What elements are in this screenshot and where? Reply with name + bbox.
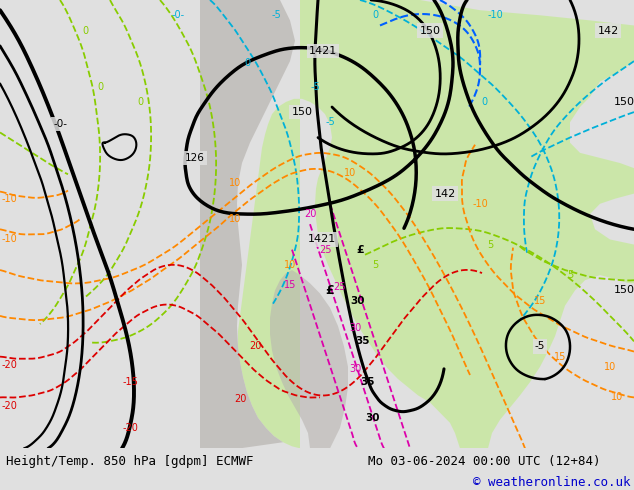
Text: -20: -20 xyxy=(122,423,138,433)
Text: 142: 142 xyxy=(597,25,619,36)
Text: 10: 10 xyxy=(611,392,623,402)
Text: 150-: 150- xyxy=(614,97,634,107)
Text: 30: 30 xyxy=(366,413,380,423)
Text: £: £ xyxy=(326,284,334,297)
Text: 150: 150 xyxy=(420,25,441,36)
Polygon shape xyxy=(270,270,348,448)
Text: 10: 10 xyxy=(229,214,241,224)
Text: -5: -5 xyxy=(310,82,320,92)
Polygon shape xyxy=(238,0,634,448)
Text: -10: -10 xyxy=(2,194,18,204)
Text: 35: 35 xyxy=(361,377,375,387)
Text: 15: 15 xyxy=(554,352,566,362)
Text: 0: 0 xyxy=(372,10,378,20)
Text: 30: 30 xyxy=(349,323,361,333)
Text: -5: -5 xyxy=(535,342,545,351)
Text: -20: -20 xyxy=(2,360,18,370)
Text: 5: 5 xyxy=(372,260,378,270)
Text: 25: 25 xyxy=(333,282,346,293)
Text: 20: 20 xyxy=(249,342,261,351)
Text: 10: 10 xyxy=(344,168,356,178)
Text: 126: 126 xyxy=(185,153,205,163)
Text: 35: 35 xyxy=(356,336,370,346)
Text: 5: 5 xyxy=(487,240,493,249)
Text: 30: 30 xyxy=(349,364,361,374)
Text: 0: 0 xyxy=(82,25,88,36)
Text: -10: -10 xyxy=(2,234,18,245)
Text: -5: -5 xyxy=(271,10,281,20)
Text: -0-: -0- xyxy=(171,10,184,20)
Text: 10: 10 xyxy=(604,362,616,372)
Text: 0: 0 xyxy=(244,58,250,68)
Text: 10: 10 xyxy=(229,178,241,189)
Text: 20: 20 xyxy=(234,394,246,404)
Text: 5: 5 xyxy=(567,270,573,280)
Text: 150-: 150- xyxy=(614,285,634,295)
Text: -15: -15 xyxy=(122,377,138,387)
Text: 0: 0 xyxy=(481,97,487,107)
Text: 142: 142 xyxy=(434,189,456,198)
Text: 30: 30 xyxy=(351,295,365,306)
Text: -5: -5 xyxy=(325,117,335,127)
Polygon shape xyxy=(200,0,295,448)
Text: © weatheronline.co.uk: © weatheronline.co.uk xyxy=(474,476,631,489)
Text: 15: 15 xyxy=(534,295,546,306)
Text: -10: -10 xyxy=(472,199,488,209)
Text: Height/Temp. 850 hPa [gdpm] ECMWF: Height/Temp. 850 hPa [gdpm] ECMWF xyxy=(6,455,254,468)
Text: 0: 0 xyxy=(97,82,103,92)
Text: -20: -20 xyxy=(2,400,18,411)
Text: 0: 0 xyxy=(137,97,143,107)
Text: £: £ xyxy=(356,245,364,255)
Text: 15: 15 xyxy=(284,280,296,290)
Text: 150: 150 xyxy=(292,107,313,117)
Text: 1421: 1421 xyxy=(308,234,336,245)
Text: -0-: -0- xyxy=(53,120,67,129)
Text: 1421: 1421 xyxy=(309,46,337,56)
Text: 25: 25 xyxy=(319,245,331,255)
Text: Mo 03-06-2024 00:00 UTC (12+84): Mo 03-06-2024 00:00 UTC (12+84) xyxy=(368,455,600,468)
Text: 10: 10 xyxy=(284,260,296,270)
Text: -10: -10 xyxy=(487,10,503,20)
Text: 20: 20 xyxy=(304,209,316,219)
